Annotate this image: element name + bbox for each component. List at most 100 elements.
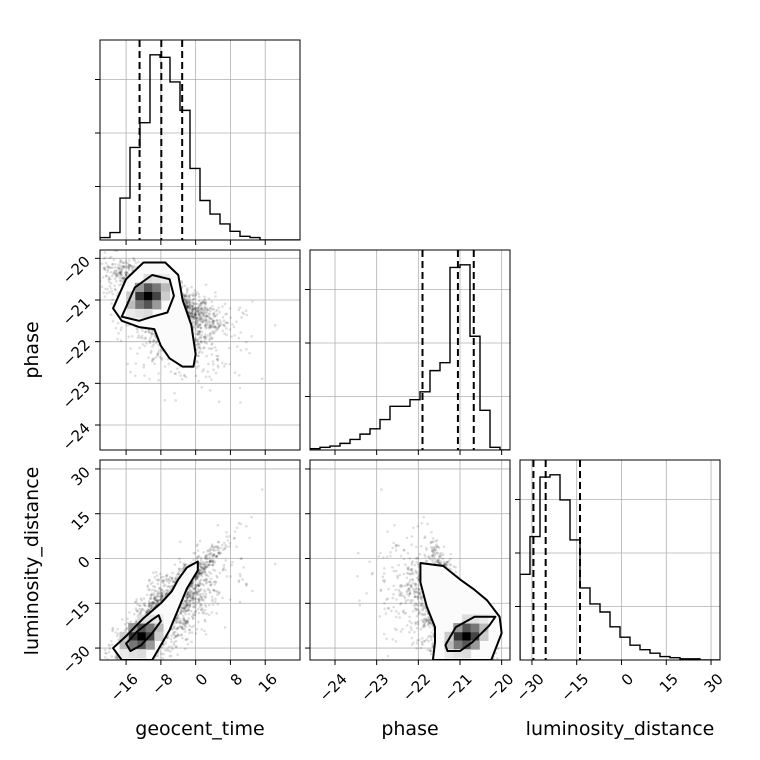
sample-point: [187, 304, 190, 307]
sample-point: [198, 565, 202, 569]
sample-point: [148, 339, 151, 342]
sample-point: [202, 314, 206, 317]
sample-point: [196, 310, 200, 313]
sample-point: [118, 271, 122, 275]
sample-point: [119, 273, 122, 276]
sample-point: [187, 306, 191, 310]
pair-geocent-time-vs-phase-density-cell: [143, 300, 153, 310]
sample-point: [191, 593, 195, 596]
sample-point: [122, 265, 125, 268]
pair-geocent-time-vs-phase-density-cell: [152, 282, 162, 292]
sample-point: [141, 661, 144, 664]
sample-point: [183, 619, 186, 622]
sample-point: [188, 293, 192, 297]
sample-point: [115, 280, 118, 283]
sample-point: [192, 313, 195, 316]
sample-point: [250, 335, 253, 338]
sample-point: [125, 668, 128, 671]
sample-point: [193, 312, 196, 316]
sample-point: [186, 598, 189, 602]
sample-point: [191, 587, 195, 591]
sample-point: [207, 588, 211, 591]
sample-point: [183, 606, 187, 610]
sample-point: [156, 663, 159, 666]
sample-point: [176, 617, 179, 620]
sample-point: [214, 597, 217, 601]
sample-point: [215, 554, 219, 558]
sample-point: [121, 261, 125, 265]
sample-point: [105, 673, 108, 676]
sample-point: [142, 673, 145, 676]
sample-point: [126, 271, 129, 275]
sample-point: [201, 568, 205, 571]
sample-point: [141, 608, 144, 611]
sample-point: [245, 524, 248, 528]
sample-point: [134, 362, 138, 365]
sample-point: [204, 319, 208, 323]
sample-point: [178, 611, 182, 615]
pair-geocent-time-vs-phase-density-cell: [143, 282, 153, 292]
sample-point: [245, 582, 248, 586]
sample-point: [118, 258, 122, 262]
sample-point: [194, 327, 198, 330]
sample-point: [187, 609, 190, 612]
sample-point: [202, 551, 205, 554]
sample-point: [174, 635, 178, 638]
sample-point: [114, 273, 118, 277]
sample-point: [189, 303, 192, 307]
sample-point: [148, 604, 151, 608]
sample-point: [216, 358, 219, 362]
sample-point: [160, 645, 164, 649]
sample-point: [103, 671, 106, 674]
sample-point: [174, 577, 178, 581]
sample-point: [133, 664, 136, 667]
sample-point: [195, 321, 198, 325]
marginal-luminosity-distance: −30 −15 0 15 30: [513, 459, 727, 705]
pair-geocent-time-vs-phase-density-cell: [143, 291, 153, 301]
sample-point: [184, 604, 187, 608]
sample-point: [192, 301, 195, 305]
sample-point: [239, 401, 242, 404]
sample-point: [114, 663, 117, 666]
sample-point: [205, 582, 208, 585]
sample-point: [175, 627, 179, 631]
pair-geocent-time-vs-phase-density-cell: [152, 291, 162, 301]
sample-point: [108, 647, 112, 651]
sample-point: [154, 589, 157, 593]
sample-point: [192, 315, 196, 319]
sample-point: [214, 554, 218, 558]
sample-point: [200, 301, 204, 305]
sample-point: [213, 330, 217, 333]
sample-point: [165, 592, 169, 595]
sample-point: [194, 316, 198, 319]
sample-point: [211, 330, 214, 333]
sample-point: [164, 583, 167, 587]
sample-point: [119, 271, 123, 274]
sample-point: [233, 334, 237, 337]
sample-point: [104, 261, 108, 265]
sample-point: [199, 339, 203, 343]
marginal-luminosity-distance-frame: [519, 459, 721, 661]
sample-point: [195, 591, 198, 595]
sample-point: [187, 593, 191, 597]
sample-point: [195, 575, 198, 579]
sample-point: [120, 326, 123, 329]
sample-point: [165, 592, 168, 596]
sample-point: [192, 624, 196, 628]
sample-point: [178, 621, 181, 625]
sample-point: [131, 669, 134, 672]
sample-point: [188, 308, 192, 311]
sample-point: [217, 592, 221, 595]
sample-point: [148, 341, 152, 345]
sample-point: [156, 352, 159, 356]
sample-point: [222, 319, 226, 322]
sample-point: [166, 585, 170, 589]
sample-point: [129, 370, 132, 374]
sample-point: [200, 603, 204, 607]
sample-point: [191, 308, 195, 311]
sample-point: [194, 587, 197, 590]
sample-point: [124, 273, 128, 277]
sample-point: [200, 336, 203, 340]
sample-point: [260, 488, 264, 491]
